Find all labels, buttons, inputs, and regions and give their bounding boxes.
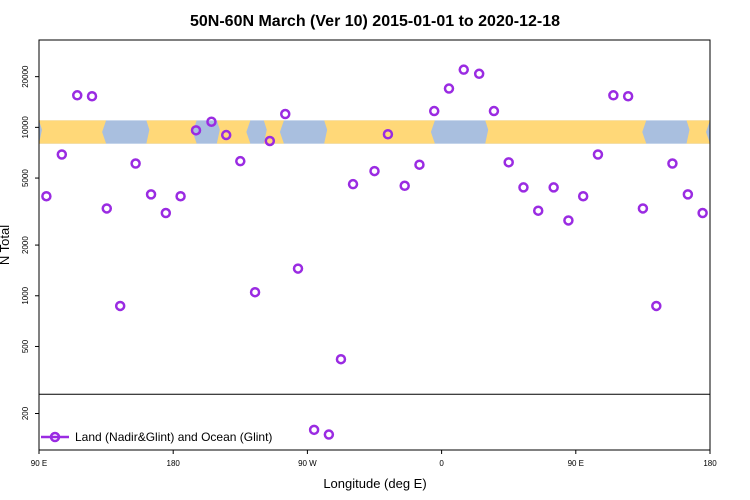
data-point (71, 90, 83, 101)
data-point (697, 207, 708, 219)
y-tick-label: 2000 (21, 236, 30, 254)
y-axis-label: N Total (0, 225, 12, 265)
data-point (592, 149, 604, 160)
data-point (145, 189, 157, 200)
data-point (577, 190, 589, 202)
map-land-5 (485, 120, 647, 144)
y-axis: 20000 10000 5000 2000 1000 500 200 (21, 65, 39, 420)
data-point (235, 155, 246, 167)
data-point (518, 182, 529, 193)
data-point (414, 159, 425, 170)
data-point (220, 129, 232, 141)
data-point (175, 190, 186, 202)
x-tick-label: 90 E (31, 459, 47, 468)
data-point (56, 149, 68, 160)
x-tick-label: 90 W (298, 459, 317, 468)
data-point (428, 105, 440, 117)
x-axis: 90 E 180 90 W 0 90 E 180 (31, 450, 717, 468)
data-point (130, 158, 141, 169)
data-point (548, 182, 559, 193)
legend-label: Land (Nadir&Glint) and Ocean (Glint) (75, 430, 272, 444)
data-point (86, 91, 98, 102)
data-point (347, 178, 359, 190)
x-tick-label: 90 E (568, 459, 584, 468)
y-tick-label: 20000 (21, 65, 30, 88)
y-tick-label: 500 (21, 339, 30, 353)
x-axis-label: Longitude (deg E) (323, 476, 426, 491)
data-point (249, 286, 261, 298)
data-point (382, 129, 394, 140)
x-tick-label: 180 (703, 459, 717, 468)
data-point (308, 424, 320, 436)
data-point (323, 429, 335, 440)
data-point (280, 108, 291, 120)
data-point (473, 68, 485, 80)
data-point (369, 165, 380, 177)
data-point (206, 116, 217, 127)
data-point (41, 190, 52, 202)
map-land-6 (686, 120, 710, 144)
data-point (488, 105, 500, 117)
data-point (667, 158, 678, 169)
data-point (608, 90, 619, 101)
map-land-4 (324, 120, 435, 144)
data-point (682, 189, 694, 200)
plot-frame (38, 39, 711, 451)
data-point (563, 215, 574, 226)
data-point (637, 203, 649, 214)
data-point (503, 157, 514, 168)
data-point (335, 353, 347, 365)
y-tick-label: 1000 (21, 286, 30, 304)
data-point (399, 180, 410, 192)
y-tick-label: 10000 (21, 116, 30, 139)
data-point (292, 263, 304, 274)
data-point (458, 64, 469, 75)
map-land-0 (39, 120, 107, 144)
chart-title: 50N-60N March (Ver 10) 2015-01-01 to 202… (190, 13, 560, 30)
data-point (532, 205, 544, 216)
map-land-1 (146, 120, 197, 144)
map-band (39, 120, 710, 144)
data-points (41, 64, 708, 440)
data-point (101, 203, 113, 214)
data-point (160, 207, 172, 219)
data-point (264, 135, 276, 147)
data-point (114, 300, 126, 312)
map-land-2 (216, 120, 251, 144)
y-tick-label: 5000 (21, 169, 30, 187)
x-tick-label: 0 (439, 459, 444, 468)
data-point (190, 125, 202, 136)
legend-marker (49, 431, 61, 443)
legend: Land (Nadir&Glint) and Ocean (Glint) (41, 430, 272, 444)
x-tick-label: 180 (167, 459, 181, 468)
data-point (651, 300, 662, 312)
data-point (443, 83, 455, 94)
y-tick-label: 200 (21, 406, 30, 420)
data-point (622, 91, 634, 102)
